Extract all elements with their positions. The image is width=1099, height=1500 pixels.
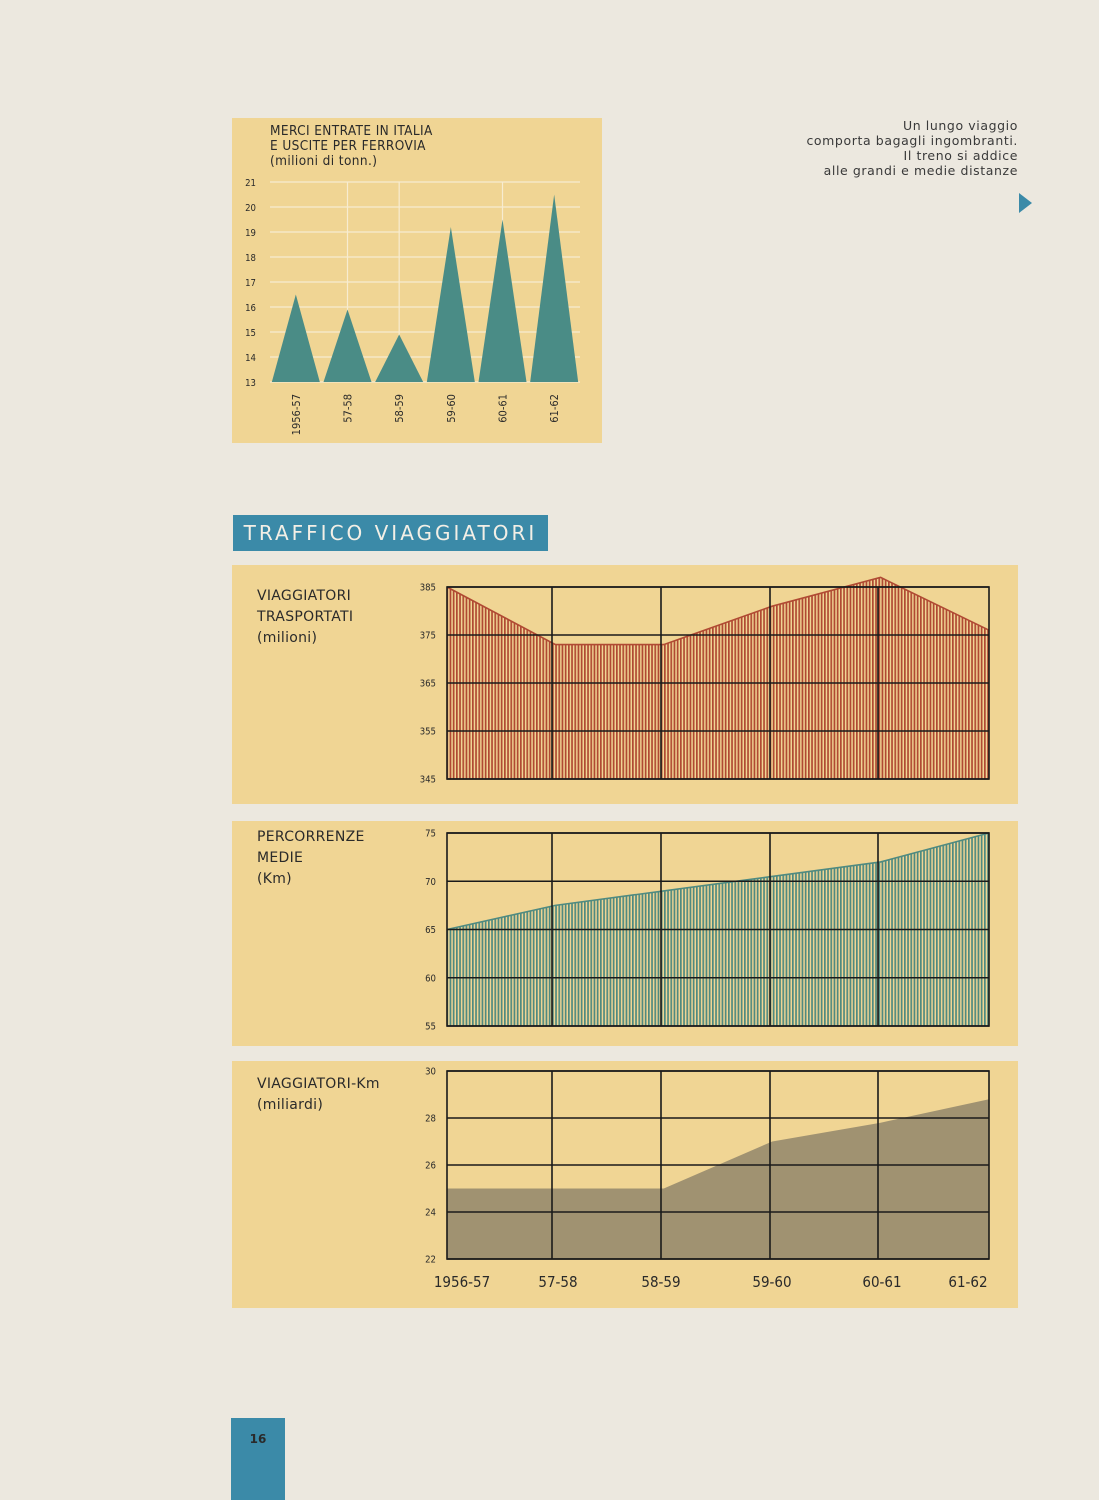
y-tick-label: 28 — [425, 1114, 436, 1125]
viaggiatori-km-label: VIAGGIATORI-Km (miliardi) — [257, 1074, 380, 1116]
viaggiatori-chart: 385 375 365 355 345 — [420, 576, 990, 786]
y-tick-label: 21 — [245, 178, 256, 189]
caption-line: Un lungo viaggio — [902, 118, 1018, 133]
caption-line: comporta bagagli ingombranti. — [806, 133, 1018, 148]
x-tick-label: 61-62 — [948, 1273, 987, 1291]
x-tick-label: 61-62 — [548, 394, 561, 423]
y-tick-label: 19 — [245, 228, 256, 239]
y-tick-label: 13 — [245, 378, 256, 389]
y-tick-label: 385 — [420, 583, 436, 594]
x-tick-label: 57-58 — [538, 1273, 577, 1291]
triangle-bar — [323, 309, 372, 382]
y-tick-label: 70 — [425, 877, 436, 888]
chart-title-line: E USCITE PER FERROVIA — [270, 138, 426, 154]
x-tick-label: 1956-57 — [434, 1273, 490, 1291]
percorrenze-chart: 75 70 65 60 55 — [425, 829, 990, 1033]
label-line: VIAGGIATORI-Km — [257, 1076, 380, 1092]
label-line: VIAGGIATORI — [257, 588, 352, 604]
chart-frame — [446, 832, 990, 1027]
triangle-bar — [478, 219, 527, 382]
area-edge-line — [446, 832, 990, 931]
chart-title-line: MERCI ENTRATE IN ITALIA — [270, 123, 433, 139]
triangle-bar — [375, 334, 424, 382]
y-tick-label: 365 — [420, 679, 436, 690]
label-line: TRASPORTATI — [257, 609, 354, 625]
y-tick-label: 55 — [425, 1022, 436, 1033]
y-tick-label: 355 — [420, 727, 436, 738]
triangle-bar — [426, 227, 475, 382]
y-tick-label: 65 — [425, 925, 436, 936]
y-tick-label: 17 — [245, 278, 256, 289]
merci-chart-panel — [232, 118, 602, 443]
label-line: PERCORRENZE — [257, 829, 365, 845]
x-tick-label: 57-58 — [342, 394, 355, 423]
viaggiatori-km-chart: 30 28 26 24 22 1956-57 57-58 58-59 59-60 60-61 61-… — [425, 1067, 990, 1291]
y-tick-label: 24 — [425, 1208, 436, 1219]
y-tick-label: 75 — [425, 829, 436, 840]
y-tick-label: 375 — [420, 631, 436, 642]
x-tick-label: 58-59 — [393, 394, 406, 423]
percorrenze-label: PERCORRENZE MEDIE (Km) — [257, 827, 365, 890]
page-number-tab: 16 — [231, 1418, 285, 1500]
y-tick-label: 14 — [245, 353, 256, 364]
x-tick-label: 60-61 — [862, 1273, 901, 1291]
play-arrow-icon — [1019, 193, 1032, 213]
chart-frame — [446, 1070, 990, 1260]
y-tick-label: 16 — [245, 303, 256, 314]
triangle-bar — [271, 294, 320, 382]
viaggiatori-label: VIAGGIATORI TRASPORTATI (milioni) — [257, 586, 353, 649]
x-tick-label: 59-60 — [445, 394, 458, 423]
y-tick-label: 345 — [420, 775, 436, 786]
section-title: TRAFFICO VIAGGIATORI — [233, 515, 548, 551]
caption-line: Il treno si addice — [903, 148, 1018, 163]
x-tick-label: 58-59 — [641, 1273, 680, 1291]
label-line: (Km) — [257, 871, 292, 887]
area-fill — [447, 577, 989, 779]
caption-line: alle grandi e medie distanze — [823, 163, 1018, 178]
y-tick-label: 22 — [425, 1255, 436, 1266]
x-tick-label: 1956-57 — [290, 394, 303, 435]
triangle-bar — [530, 194, 579, 382]
y-tick-label: 20 — [245, 203, 256, 214]
y-tick-label: 15 — [245, 328, 256, 339]
label-line: MEDIE — [257, 850, 304, 866]
label-line: (miliardi) — [257, 1097, 324, 1113]
chart-title-line: (milioni di tonn.) — [270, 153, 377, 169]
chart-frame — [446, 586, 990, 780]
y-tick-label: 60 — [425, 973, 436, 984]
y-tick-label: 30 — [425, 1067, 436, 1078]
page-number: 16 — [249, 1432, 267, 1446]
label-line: (milioni) — [257, 630, 318, 646]
y-tick-label: 26 — [425, 1161, 436, 1172]
y-tick-label: 18 — [245, 253, 256, 264]
caption-text: Un lungo viaggio comporta bagagli ingomb… — [770, 118, 1018, 178]
area-fill — [447, 1099, 989, 1259]
x-tick-label: 59-60 — [752, 1273, 791, 1291]
x-tick-label: 60-61 — [497, 394, 510, 423]
